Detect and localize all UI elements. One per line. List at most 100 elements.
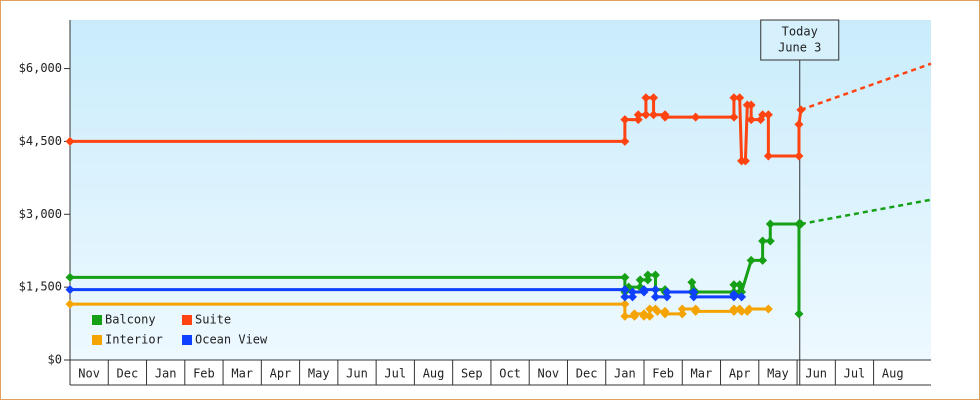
data-point xyxy=(796,105,806,115)
data-point xyxy=(758,236,768,246)
y-tick-label: $0 xyxy=(48,353,62,367)
y-tick-label: $4,500 xyxy=(19,134,62,148)
today-label: Today xyxy=(782,25,818,39)
data-point xyxy=(628,292,638,302)
x-tick-label: Mar xyxy=(231,367,253,381)
data-point xyxy=(633,110,643,120)
x-tick-label: Nov xyxy=(78,367,100,381)
x-tick-label: Jan xyxy=(614,367,636,381)
y-tick-label: $6,000 xyxy=(19,61,62,75)
x-tick-label: Dec xyxy=(117,367,139,381)
data-point xyxy=(794,309,804,319)
data-point xyxy=(620,299,630,309)
data-point xyxy=(620,292,630,302)
data-point xyxy=(641,110,651,120)
legend-swatch xyxy=(182,315,192,325)
data-point xyxy=(662,292,672,302)
data-point xyxy=(641,93,651,103)
data-point xyxy=(645,304,655,314)
data-point xyxy=(649,110,659,120)
data-point xyxy=(65,136,75,146)
data-point xyxy=(765,236,775,246)
data-point xyxy=(758,255,768,265)
data-point xyxy=(639,285,649,295)
data-point xyxy=(691,306,701,316)
today-box xyxy=(760,19,840,61)
data-point xyxy=(765,219,775,229)
data-point xyxy=(643,270,653,280)
data-point xyxy=(660,112,670,122)
x-tick-label: May xyxy=(767,367,789,381)
data-point xyxy=(677,309,687,319)
data-point xyxy=(758,110,768,120)
x-tick-label: Dec xyxy=(576,367,598,381)
x-tick-label: Apr xyxy=(729,367,751,381)
data-point xyxy=(744,304,754,314)
x-tick-label: Oct xyxy=(499,367,521,381)
data-point xyxy=(740,156,750,166)
data-point xyxy=(65,272,75,282)
data-point xyxy=(794,151,804,161)
x-tick-label: Aug xyxy=(882,367,904,381)
x-tick-label: Jun xyxy=(805,367,827,381)
data-point xyxy=(729,289,739,299)
x-tick-label: Jan xyxy=(155,367,177,381)
data-point xyxy=(633,115,643,125)
data-point xyxy=(662,287,672,297)
data-point xyxy=(628,287,638,297)
data-point xyxy=(639,311,649,321)
x-tick-label: Apr xyxy=(270,367,292,381)
data-point xyxy=(650,292,660,302)
legend-label: Suite xyxy=(195,313,231,327)
data-point xyxy=(687,277,697,287)
data-point xyxy=(729,93,739,103)
legend-swatch xyxy=(92,315,102,325)
data-point xyxy=(746,115,756,125)
x-tick-label: Jun xyxy=(346,367,368,381)
data-point xyxy=(737,306,747,316)
data-point xyxy=(689,292,699,302)
data-point xyxy=(650,285,660,295)
data-point xyxy=(620,272,630,282)
data-point xyxy=(65,285,75,295)
data-point xyxy=(763,304,773,314)
data-point xyxy=(689,287,699,297)
data-point xyxy=(620,136,630,146)
data-point xyxy=(677,304,687,314)
x-tick-label: Jul xyxy=(384,367,406,381)
legend-swatch xyxy=(92,335,102,345)
data-point xyxy=(729,304,739,314)
x-tick-label: Feb xyxy=(193,367,215,381)
x-tick-label: Aug xyxy=(423,367,445,381)
data-point xyxy=(729,280,739,290)
data-point xyxy=(691,112,701,122)
data-point xyxy=(796,219,806,229)
data-point xyxy=(660,309,670,319)
forecast-line xyxy=(800,198,932,226)
data-point xyxy=(794,119,804,129)
data-point xyxy=(650,270,660,280)
data-point xyxy=(737,287,747,297)
data-point xyxy=(635,275,645,285)
legend-label: Ocean View xyxy=(195,333,268,347)
data-point xyxy=(729,112,739,122)
x-tick-label: Jul xyxy=(844,367,866,381)
data-point xyxy=(735,93,745,103)
data-point xyxy=(746,255,756,265)
legend-swatch xyxy=(182,335,192,345)
data-point xyxy=(620,311,630,321)
data-point xyxy=(643,275,653,285)
data-point xyxy=(763,151,773,161)
data-point xyxy=(629,309,639,319)
x-tick-label: Feb xyxy=(652,367,674,381)
legend-label: Balcony xyxy=(105,313,156,327)
x-tick-label: Nov xyxy=(537,367,559,381)
data-point xyxy=(652,306,662,316)
x-tick-label: Sep xyxy=(461,367,483,381)
legend-label: Interior xyxy=(105,333,163,347)
data-point xyxy=(735,280,745,290)
plot-area xyxy=(70,20,931,360)
data-point xyxy=(649,93,659,103)
data-point xyxy=(620,115,630,125)
